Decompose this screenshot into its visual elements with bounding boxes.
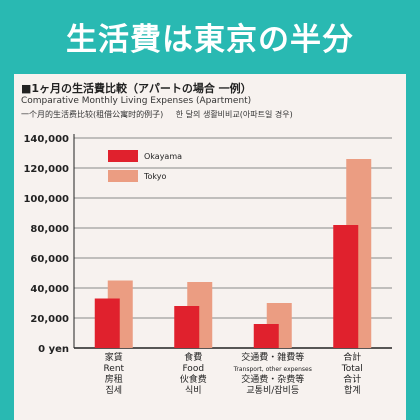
x-category-label: 伙食费	[180, 373, 207, 385]
x-category-label: 房租	[105, 373, 123, 385]
legend-label-okayama: Okayama	[144, 152, 182, 161]
y-tick-label: 100,000	[23, 194, 69, 205]
x-category-label: 合計	[343, 351, 361, 363]
bar-okayama	[174, 306, 200, 348]
x-category-label: Total	[341, 364, 363, 374]
x-category-label: 식비	[185, 385, 202, 396]
x-category-label: Transport, other expenses	[233, 366, 312, 373]
y-tick-label: 60,000	[30, 254, 69, 265]
x-category-label: 合计	[343, 373, 361, 385]
chart-subtitle-en: Comparative Monthly Living Expenses (Apa…	[21, 96, 252, 106]
y-tick-label: 80,000	[30, 224, 69, 235]
x-category-label: 집세	[105, 384, 122, 396]
legend-swatch-okayama	[108, 150, 138, 162]
y-tick-label: 40,000	[30, 284, 69, 295]
chart-subtitle-cn: 一个月的生活费比较(租借公寓时的例子)	[21, 110, 164, 119]
y-tick-label: 120,000	[23, 164, 69, 175]
bar-okayama	[253, 324, 279, 348]
y-tick-label: 140,000	[23, 134, 69, 145]
legend-label-tokyo: Tokyo	[143, 172, 167, 181]
x-category-label: Rent	[103, 364, 124, 374]
x-category-label: 교통비/잡비등	[246, 384, 299, 396]
y-tick-label: 0 yen	[38, 344, 69, 355]
legend-swatch-tokyo	[108, 170, 138, 182]
y-tick-label: 20,000	[30, 314, 69, 325]
bar-chart: 0 yen 20,000 40,000 60,000 80,000 100,000 120,…	[23, 134, 392, 396]
x-category-label: 家賃	[105, 351, 123, 363]
chart-panel: ■1ヶ月の生活費比較（アパートの場合 一例） Comparative Month…	[14, 74, 406, 420]
banner-title: 生活費は東京の半分	[66, 22, 354, 58]
x-category-label: 交通費・雑費等	[241, 351, 304, 363]
x-category-label: Food	[182, 364, 204, 374]
header-banner: 生活費は東京の半分	[0, 0, 420, 72]
bar-okayama	[94, 298, 120, 348]
chart-subtitle-kr: 한 달의 생활비비교(아파트일 경우)	[175, 110, 293, 119]
bar-okayama	[333, 225, 359, 348]
x-category-label: 합계	[344, 384, 361, 396]
chart-title: ■1ヶ月の生活費比較（アパートの場合 一例）	[21, 82, 252, 95]
chart-subtitle-multilang: 一个月的生活费比较(租借公寓时的例子) 한 달의 생활비비교(아파트일 경우)	[21, 109, 303, 120]
x-category-label: 交通费・杂费等	[241, 373, 304, 385]
x-category-label: 食費	[184, 351, 202, 363]
